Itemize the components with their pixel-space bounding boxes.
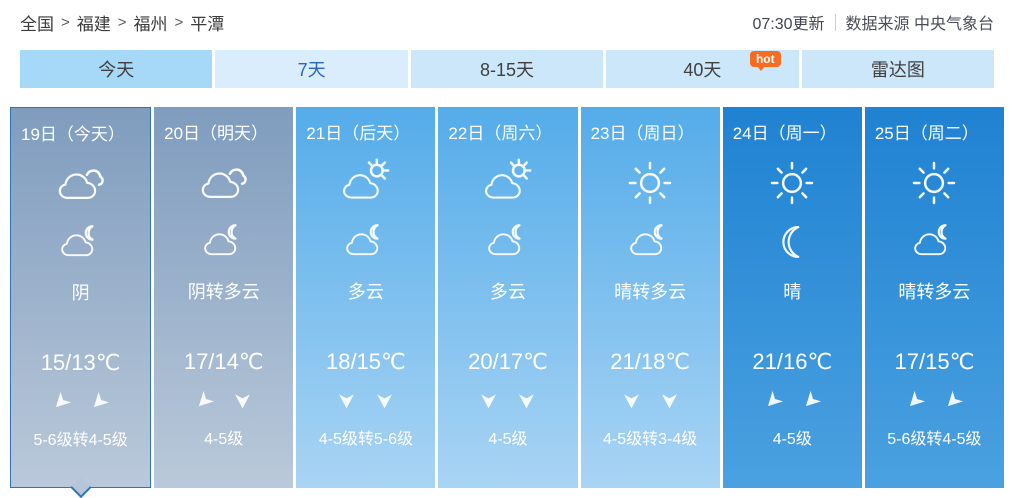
- breadcrumb-link-4: 平潭: [190, 14, 225, 34]
- forecast-day-column[interactable]: 20日（明天） 阴转多云 17/14℃ 4-5级: [154, 107, 294, 488]
- forecast-day-column[interactable]: 24日（周一） 晴 21/16℃ 4-5级: [722, 107, 862, 488]
- wind-direction-icons: [621, 390, 680, 412]
- sun-icon: [766, 157, 818, 209]
- temperature-range: 21/16℃: [752, 349, 833, 374]
- wind-direction-arrow-icon: [516, 390, 537, 411]
- tab-40days[interactable]: 40天 hot: [606, 50, 799, 88]
- forecast-day-column[interactable]: 23日（周日） 晴转多云 21/18℃ 4-5级转3-4级: [580, 107, 720, 488]
- day-date-label: 25日（周二）: [874, 124, 979, 143]
- data-source: 数据来源 中央气象台: [845, 16, 994, 33]
- temperature-range: 21/18℃: [610, 349, 691, 374]
- day-date-label: 20日（明天）: [164, 124, 269, 143]
- tab-bar: 今天 7天 8-15天 40天 hot 雷达图: [20, 50, 995, 88]
- wind-direction-icons: [194, 390, 253, 412]
- cloud-moon-icon: [201, 219, 247, 265]
- weather-condition-text: 阴: [71, 283, 90, 303]
- wind-level-text: 4-5级: [488, 431, 528, 448]
- forecast-day-column[interactable]: 21日（后天） 多云 18/15℃ 4-5级转5-6级: [296, 107, 436, 488]
- day-date-label: 23日（周日）: [590, 124, 695, 143]
- breadcrumb-link-2[interactable]: 福建: [76, 14, 111, 34]
- wind-direction-icons: [478, 390, 537, 412]
- sun-icon: [624, 157, 676, 209]
- weather-condition-text: 多云: [489, 282, 526, 302]
- wind-direction-icons: [336, 390, 395, 412]
- top-bar: 全国 > 福建 > 福州 > 平潭 07:30更新 数据来源 中央气象台: [20, 9, 994, 35]
- forecast-day-column[interactable]: 22日（周六） 多云 20/17℃ 4-5级: [438, 107, 578, 488]
- wind-direction-arrow-icon: [232, 390, 253, 411]
- wind-direction-arrow-icon: [796, 386, 826, 416]
- update-info: 07:30更新 数据来源 中央气象台: [752, 10, 994, 34]
- update-time: 07:30更新: [752, 16, 825, 33]
- weather-condition-text: 多云: [347, 282, 384, 302]
- tab-8-15days[interactable]: 8-15天: [410, 50, 604, 88]
- cloud-moon-icon: [58, 220, 104, 266]
- forecast-days-row: 19日（今天） 阴 15/13℃ 5-6级转4-5级 20日（明天） 阴转多云 …: [10, 107, 1004, 488]
- sun-cloud-icon: [340, 157, 392, 209]
- wind-level-text: 5-6级转4-5级: [33, 432, 128, 449]
- wind-level-text: 4-5级转5-6级: [318, 431, 413, 448]
- temperature-range: 20/17℃: [468, 349, 548, 374]
- moon-icon: [769, 219, 815, 265]
- wind-direction-arrow-icon: [85, 387, 115, 417]
- day-date-label: 22日（周六）: [448, 124, 553, 143]
- sun-icon: [908, 157, 960, 209]
- wind-direction-arrow-icon: [659, 390, 680, 411]
- forecast-day-column[interactable]: 19日（今天） 阴 15/13℃ 5-6级转4-5级: [10, 107, 152, 488]
- overcast-clouds-icon: [198, 157, 250, 209]
- weather-condition-text: 晴: [783, 282, 802, 302]
- wind-direction-arrow-icon: [47, 387, 77, 417]
- day-date-label: 24日（周一）: [732, 124, 837, 143]
- wind-direction-icons: [763, 390, 822, 412]
- forecast-day-column[interactable]: 25日（周二） 晴转多云 17/15℃ 5-6级转4-5级: [864, 107, 1004, 488]
- wind-level-text: 4-5级转3-4级: [603, 431, 698, 448]
- cloud-moon-icon: [627, 219, 673, 265]
- cloud-moon-icon: [485, 219, 531, 265]
- temperature-range: 15/13℃: [40, 350, 121, 375]
- breadcrumb-separator: >: [117, 13, 127, 31]
- wind-direction-arrow-icon: [190, 386, 220, 416]
- weather-condition-text: 晴转多云: [614, 282, 687, 302]
- temperature-range: 18/15℃: [325, 349, 406, 374]
- wind-direction-arrow-icon: [336, 390, 357, 411]
- sun-cloud-icon: [482, 157, 534, 209]
- tab-label: 雷达图: [870, 60, 925, 80]
- wind-direction-icons: [51, 391, 110, 413]
- breadcrumb: 全国 > 福建 > 福州 > 平潭: [20, 10, 224, 35]
- wind-level-text: 4-5级: [204, 431, 244, 448]
- breadcrumb-link-1[interactable]: 全国: [20, 14, 54, 34]
- hot-badge: hot: [749, 51, 781, 71]
- vertical-divider: [834, 13, 836, 31]
- wind-direction-arrow-icon: [939, 386, 969, 416]
- wind-direction-arrow-icon: [621, 390, 642, 411]
- tab-today[interactable]: 今天: [20, 50, 213, 88]
- wind-direction-arrow-icon: [374, 390, 395, 411]
- temperature-range: 17/14℃: [183, 349, 264, 374]
- day-date-label: 19日（今天）: [21, 125, 125, 144]
- day-date-label: 21日（后天）: [306, 124, 411, 143]
- wind-direction-arrow-icon: [758, 386, 788, 416]
- breadcrumb-separator: >: [61, 13, 70, 31]
- breadcrumb-link-3[interactable]: 福州: [133, 14, 168, 34]
- tab-label: 7天: [297, 60, 326, 80]
- wind-level-text: 5-6级转4-5级: [887, 431, 982, 448]
- wind-direction-arrow-icon: [478, 390, 499, 411]
- tab-label: 今天: [98, 60, 135, 80]
- tab-label: 40天: [683, 60, 722, 80]
- wind-direction-icons: [905, 390, 964, 412]
- overcast-clouds-icon: [55, 158, 107, 210]
- tab-label: 8-15天: [480, 60, 535, 80]
- breadcrumb-separator: >: [174, 13, 184, 31]
- wind-level-text: 4-5级: [772, 431, 812, 448]
- cloud-moon-icon: [911, 219, 957, 265]
- wind-direction-arrow-icon: [901, 386, 931, 416]
- tab-7days[interactable]: 7天: [215, 50, 408, 88]
- weather-condition-text: 晴转多云: [898, 282, 971, 302]
- cloud-moon-icon: [343, 219, 389, 265]
- tab-radar[interactable]: 雷达图: [801, 50, 995, 88]
- temperature-range: 17/15℃: [894, 349, 975, 374]
- weather-condition-text: 阴转多云: [187, 282, 260, 302]
